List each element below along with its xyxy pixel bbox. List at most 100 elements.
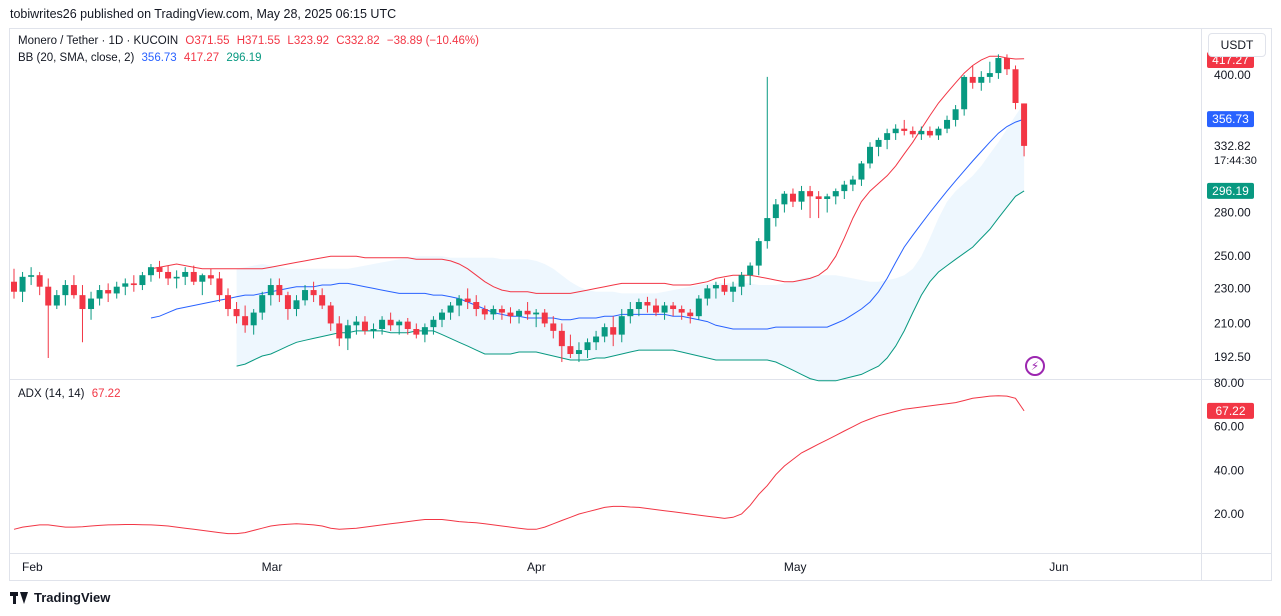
candle	[764, 76, 771, 249]
candle	[105, 283, 112, 303]
candle	[558, 323, 565, 363]
candle	[319, 288, 326, 310]
footer-brand[interactable]: TradingView	[10, 590, 110, 605]
price-tick-label: 210.00	[1214, 316, 1251, 330]
adx-legend[interactable]: ADX (14, 14) 67.22	[18, 388, 124, 400]
candle	[687, 309, 694, 324]
candle	[481, 305, 488, 320]
candle	[156, 260, 163, 279]
candle	[344, 319, 351, 351]
candle	[961, 75, 968, 116]
candle	[541, 309, 548, 328]
candle	[507, 307, 514, 324]
candle	[473, 295, 480, 317]
candle	[567, 334, 574, 359]
main-legend[interactable]: Monero / Tether · 1D · KUCOIN O371.55 H3…	[18, 35, 483, 47]
price-tick-label: 280.00	[1214, 206, 1251, 220]
adx-tick-label: 20.00	[1214, 507, 1244, 521]
candle	[901, 119, 908, 136]
candle	[798, 185, 805, 210]
candle	[995, 54, 1002, 79]
adx-series-line	[13, 395, 1025, 535]
candle	[909, 126, 916, 138]
adx-tick-label: 40.00	[1214, 463, 1244, 477]
candle	[575, 342, 582, 363]
axes: 192.50 210.00 230.00 250.00 280.00 400.00 332.…	[22, 52, 1257, 574]
candle	[498, 305, 505, 320]
candle	[747, 262, 754, 286]
candle	[182, 267, 189, 286]
price-tick-label: 230.00	[1214, 281, 1251, 295]
candle	[841, 180, 848, 199]
bb-label[interactable]: BB (20, SMA, close, 2)	[18, 52, 135, 64]
adx-label[interactable]: ADX (14, 14)	[18, 388, 85, 400]
open-value: O371.55	[185, 35, 230, 47]
candle	[695, 295, 702, 320]
candle	[96, 285, 103, 306]
candle	[490, 305, 497, 320]
candle	[379, 316, 386, 335]
candle	[772, 198, 779, 227]
candle	[858, 161, 865, 186]
candle	[387, 312, 394, 331]
bb-lower-line	[236, 190, 1025, 382]
candle	[618, 309, 625, 343]
close-value: C332.82	[336, 35, 380, 47]
candle	[892, 124, 899, 140]
candle	[1012, 65, 1019, 110]
time-tick-label: Feb	[22, 560, 43, 574]
candle	[130, 275, 137, 292]
candle	[216, 271, 223, 303]
candle	[815, 191, 822, 219]
pane-divider[interactable]	[9, 379, 1272, 380]
price-tick-label: 400.00	[1214, 68, 1251, 82]
candle	[661, 302, 668, 320]
candle	[832, 188, 839, 205]
candle	[1003, 54, 1010, 75]
candle	[781, 191, 788, 213]
candle	[336, 316, 343, 347]
candle	[610, 316, 617, 347]
candle	[867, 142, 873, 169]
candle	[644, 296, 651, 313]
candle	[704, 285, 711, 306]
time-tick-label: Jun	[1049, 560, 1068, 574]
candle	[79, 285, 86, 343]
candle	[986, 61, 993, 83]
candle	[113, 281, 120, 299]
candle	[447, 302, 454, 320]
candle	[918, 126, 925, 140]
candle	[601, 323, 608, 343]
candle	[11, 268, 17, 299]
adx-tick-label: 80.00	[1214, 376, 1244, 390]
candle	[361, 316, 368, 335]
candle	[935, 126, 942, 140]
price-tick-label: 250.00	[1214, 249, 1251, 263]
bb-basis-line	[150, 118, 1025, 330]
candle	[302, 285, 309, 306]
bb-fill	[236, 103, 1025, 381]
candle	[430, 316, 437, 335]
candle	[284, 291, 291, 320]
candle	[36, 271, 43, 296]
time-axis-divider	[9, 553, 1272, 554]
candle	[276, 278, 283, 303]
chart-frame	[9, 28, 1272, 581]
lightning-icon[interactable]: ⚡	[1025, 356, 1045, 376]
symbol-title[interactable]: Monero / Tether · 1D · KUCOIN	[18, 35, 179, 47]
adx-tick-label: 60.00	[1214, 420, 1244, 434]
candle	[173, 270, 180, 289]
candle	[28, 267, 35, 286]
candle	[165, 265, 172, 286]
candle	[524, 302, 531, 320]
currency-button[interactable]: USDT	[1208, 33, 1266, 57]
candle	[396, 319, 403, 335]
candle	[233, 302, 240, 324]
bb-legend[interactable]: BB (20, SMA, close, 2) 356.73 417.27 296…	[18, 52, 266, 64]
candle	[721, 278, 728, 296]
candle	[516, 309, 523, 324]
svg-text:356.73: 356.73	[1212, 112, 1249, 126]
candle	[207, 268, 214, 286]
price-tick-label: 192.50	[1214, 350, 1251, 364]
